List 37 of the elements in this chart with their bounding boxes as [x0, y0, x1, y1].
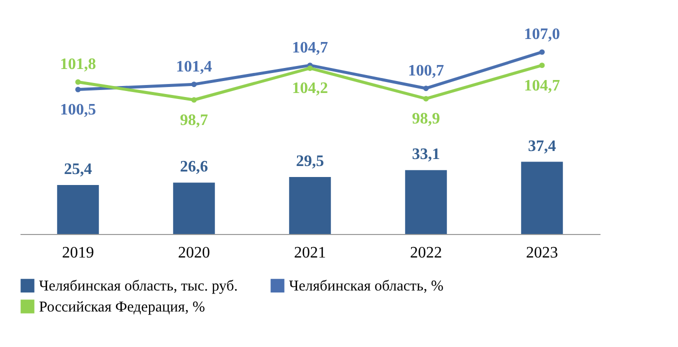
point: [423, 86, 429, 92]
bar: [289, 177, 331, 234]
legend-label: Челябинская область, тыс. руб.: [39, 278, 238, 295]
data-label: 104,7: [292, 39, 328, 56]
data-label: 98,9: [412, 110, 440, 128]
data-label: 29,5: [296, 153, 324, 170]
x-tick-label: 2023: [526, 244, 558, 262]
legend-label: Челябинская область, %: [289, 278, 444, 295]
bar: [57, 184, 99, 234]
point: [423, 96, 429, 102]
data-label: 104,7: [524, 77, 560, 94]
data-label: 104,2: [292, 80, 328, 98]
legend-label: Российская Федерация, %: [39, 300, 205, 316]
x-tick-label: 2020: [178, 244, 210, 262]
data-label: 26,6: [180, 158, 208, 176]
data-label: 100,5: [60, 102, 96, 119]
data-label: 37,4: [528, 138, 556, 155]
point: [191, 82, 197, 88]
bar: [173, 182, 215, 234]
x-tick-label: 2022: [410, 244, 442, 262]
data-label: 25,4: [64, 160, 92, 178]
bar: [405, 170, 447, 234]
point: [539, 62, 545, 68]
data-label: 101,8: [60, 56, 96, 74]
point: [307, 65, 313, 71]
bar: [521, 162, 563, 234]
data-label: 33,1: [412, 146, 440, 164]
point: [539, 49, 545, 55]
point: [75, 86, 81, 92]
data-label: 100,7: [408, 62, 444, 80]
data-label: 101,4: [176, 58, 212, 76]
data-label: 98,7: [180, 112, 208, 129]
x-tick-label: 2021: [294, 244, 326, 262]
data-label: 107,0: [524, 26, 560, 44]
x-tick-label: 2019: [62, 244, 94, 262]
point: [75, 79, 81, 85]
point: [191, 97, 197, 103]
